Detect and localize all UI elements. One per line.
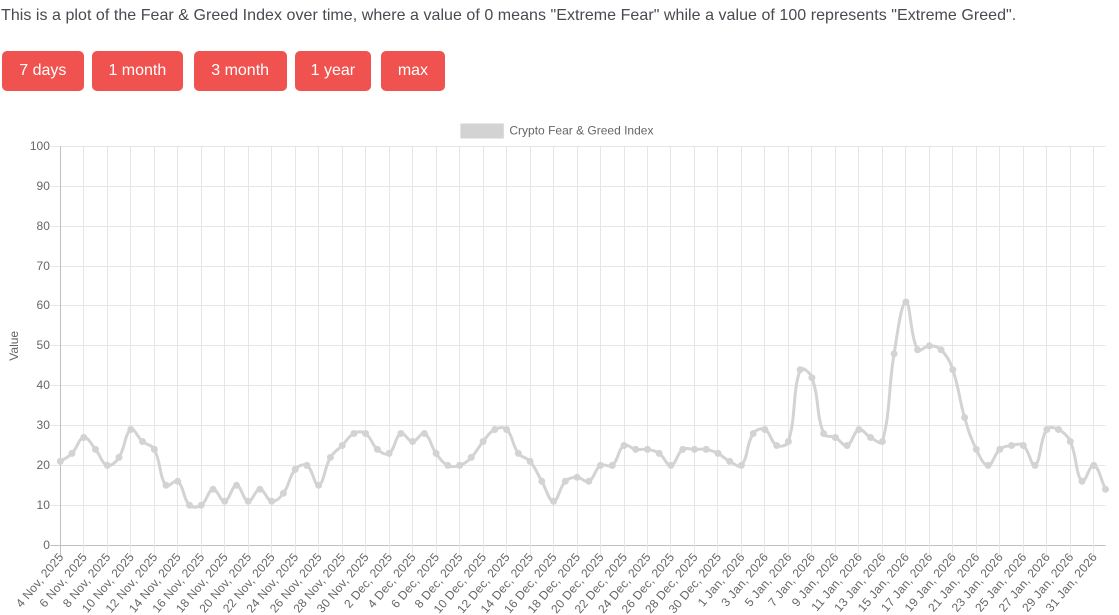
- svg-text:Crypto Fear & Greed Index: Crypto Fear & Greed Index: [509, 123, 653, 137]
- svg-text:30: 30: [37, 418, 51, 432]
- svg-text:100: 100: [30, 139, 50, 153]
- svg-text:60: 60: [37, 298, 51, 312]
- svg-text:80: 80: [37, 219, 51, 233]
- svg-text:20: 20: [37, 458, 51, 472]
- svg-text:0: 0: [43, 538, 50, 552]
- svg-text:10: 10: [37, 498, 51, 512]
- svg-text:90: 90: [37, 179, 51, 193]
- svg-text:Value: Value: [7, 331, 21, 361]
- svg-text:40: 40: [37, 378, 51, 392]
- svg-text:70: 70: [37, 259, 51, 273]
- svg-text:50: 50: [37, 338, 51, 352]
